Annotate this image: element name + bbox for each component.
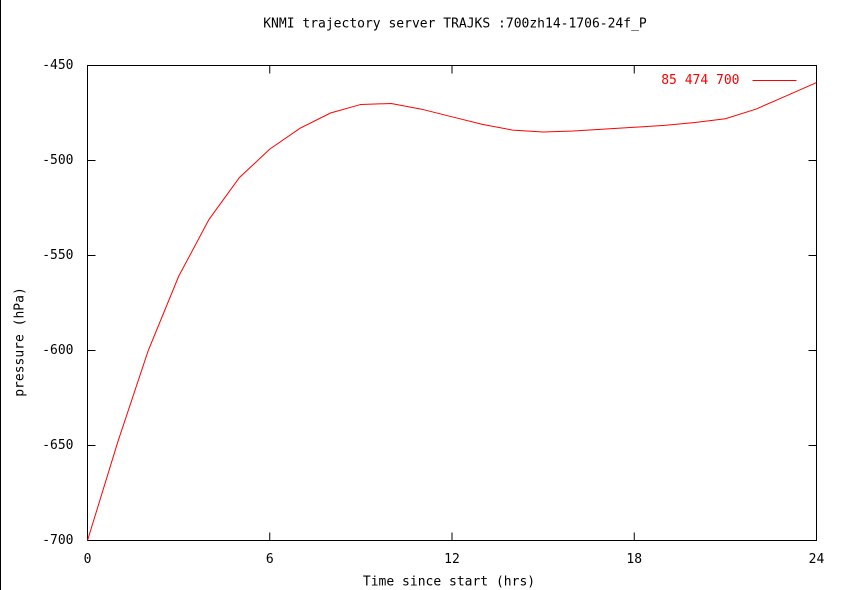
x-tick-label: 6	[266, 552, 274, 567]
x-tick-label: 0	[84, 552, 92, 567]
y-tick-label: -700	[42, 533, 73, 548]
y-tick-label: -600	[42, 343, 73, 358]
y-tick-label: -500	[42, 153, 73, 168]
x-axis-label: Time since start (hrs)	[363, 575, 535, 590]
plot-frame	[87, 65, 817, 541]
data-line	[87, 82, 817, 541]
y-axis-label: pressure (hPa)	[13, 287, 28, 397]
x-tick-label: 24	[809, 552, 825, 567]
legend-label: 85 474 700	[661, 73, 739, 88]
x-tick-label: 18	[626, 552, 642, 567]
y-tick-label: -550	[42, 248, 73, 263]
y-tick-label: -450	[42, 58, 73, 73]
x-tick-label: 12	[444, 552, 460, 567]
chart-title: KNMI trajectory server TRAJKS :700zh14-1…	[263, 17, 647, 32]
y-tick-label: -650	[42, 438, 73, 453]
